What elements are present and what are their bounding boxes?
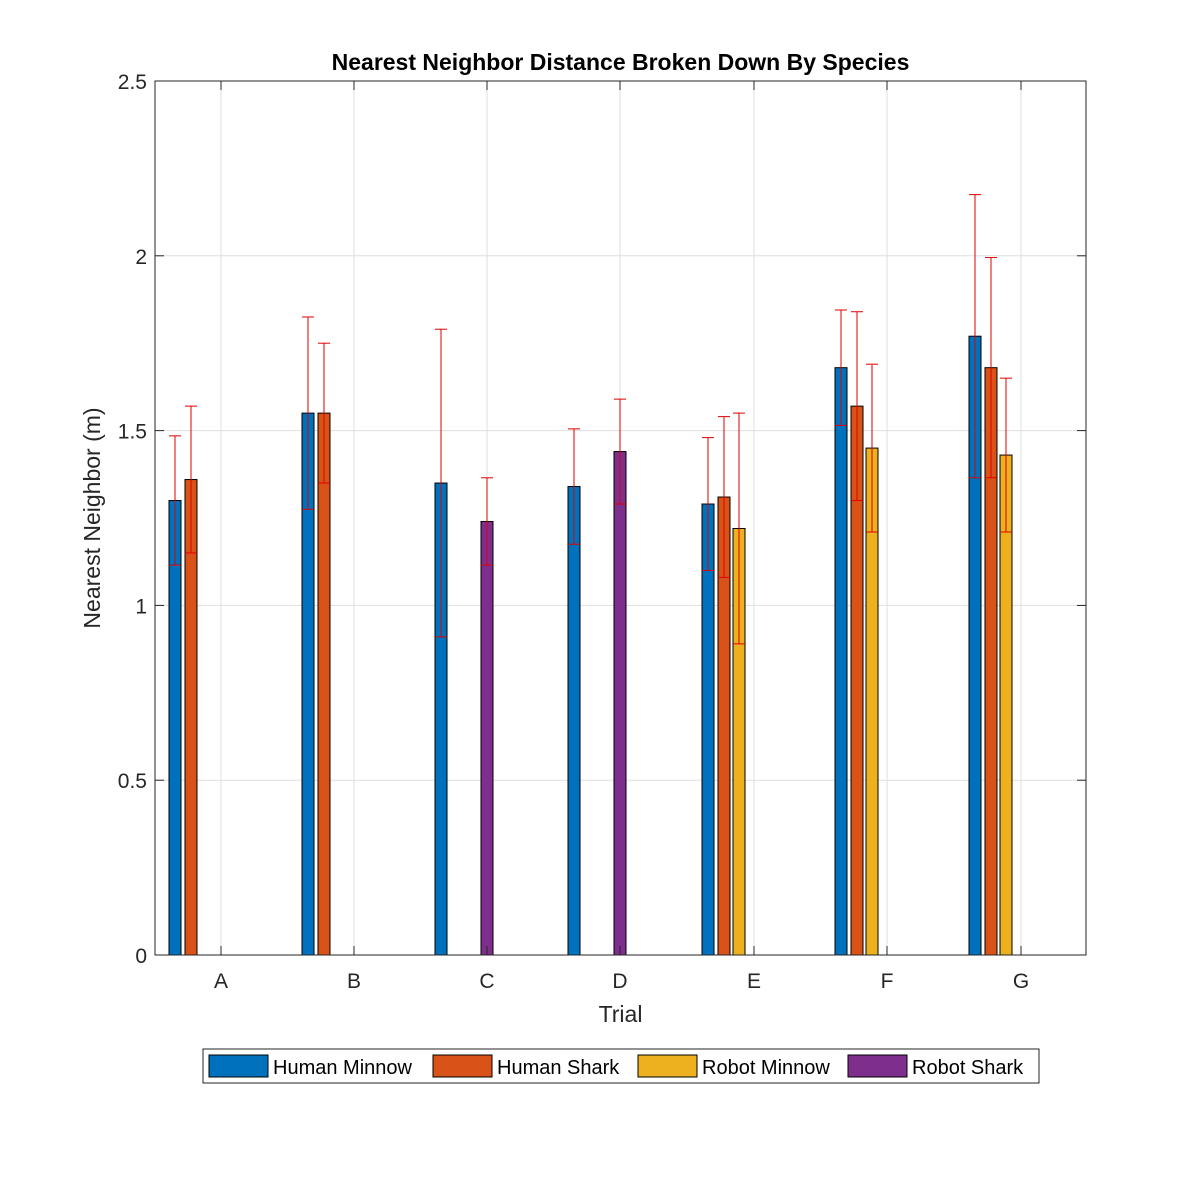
legend-swatch	[847, 1054, 908, 1078]
legend-swatch	[208, 1054, 269, 1078]
x-tick-label: F	[881, 970, 894, 993]
axis-ticks: 0 0.5 1 1.5 2 2.5 A B C D E F G	[118, 71, 1086, 993]
legend-label: Human Minnow	[273, 1057, 413, 1079]
legend-swatch	[432, 1054, 493, 1078]
bar	[834, 367, 848, 956]
bar	[168, 500, 182, 956]
legend-label: Human Shark	[497, 1057, 620, 1079]
x-tick-label: B	[347, 970, 361, 993]
y-axis-label: Nearest Neighbor (m)	[79, 407, 105, 628]
chart-title: Nearest Neighbor Distance Broken Down By…	[332, 49, 910, 75]
legend-label: Robot Shark	[912, 1057, 1024, 1079]
bars	[168, 335, 1013, 956]
bar	[613, 451, 627, 956]
x-tick-label: A	[214, 970, 228, 993]
x-axis-label: Trial	[599, 1001, 643, 1027]
bar	[317, 412, 331, 956]
x-tick-label: G	[1013, 970, 1029, 993]
legend-swatch	[637, 1054, 698, 1078]
bar	[701, 503, 715, 956]
legend-label: Robot Minnow	[702, 1057, 830, 1079]
x-tick-label: D	[612, 970, 627, 993]
x-tick-label: C	[479, 970, 494, 993]
y-tick-label: 2.5	[118, 71, 147, 94]
error-bars	[169, 194, 1012, 645]
bar	[480, 520, 494, 956]
x-tick-label: E	[747, 970, 761, 993]
y-tick-label: 1.5	[118, 421, 147, 444]
y-tick-label: 0	[135, 945, 147, 968]
legend: Human Minnow Human Shark Robot Minnow Robot…	[202, 1048, 1040, 1084]
bar	[567, 486, 581, 956]
y-tick-label: 1	[135, 595, 147, 618]
y-tick-label: 0.5	[118, 770, 147, 793]
y-tick-label: 2	[135, 246, 147, 269]
